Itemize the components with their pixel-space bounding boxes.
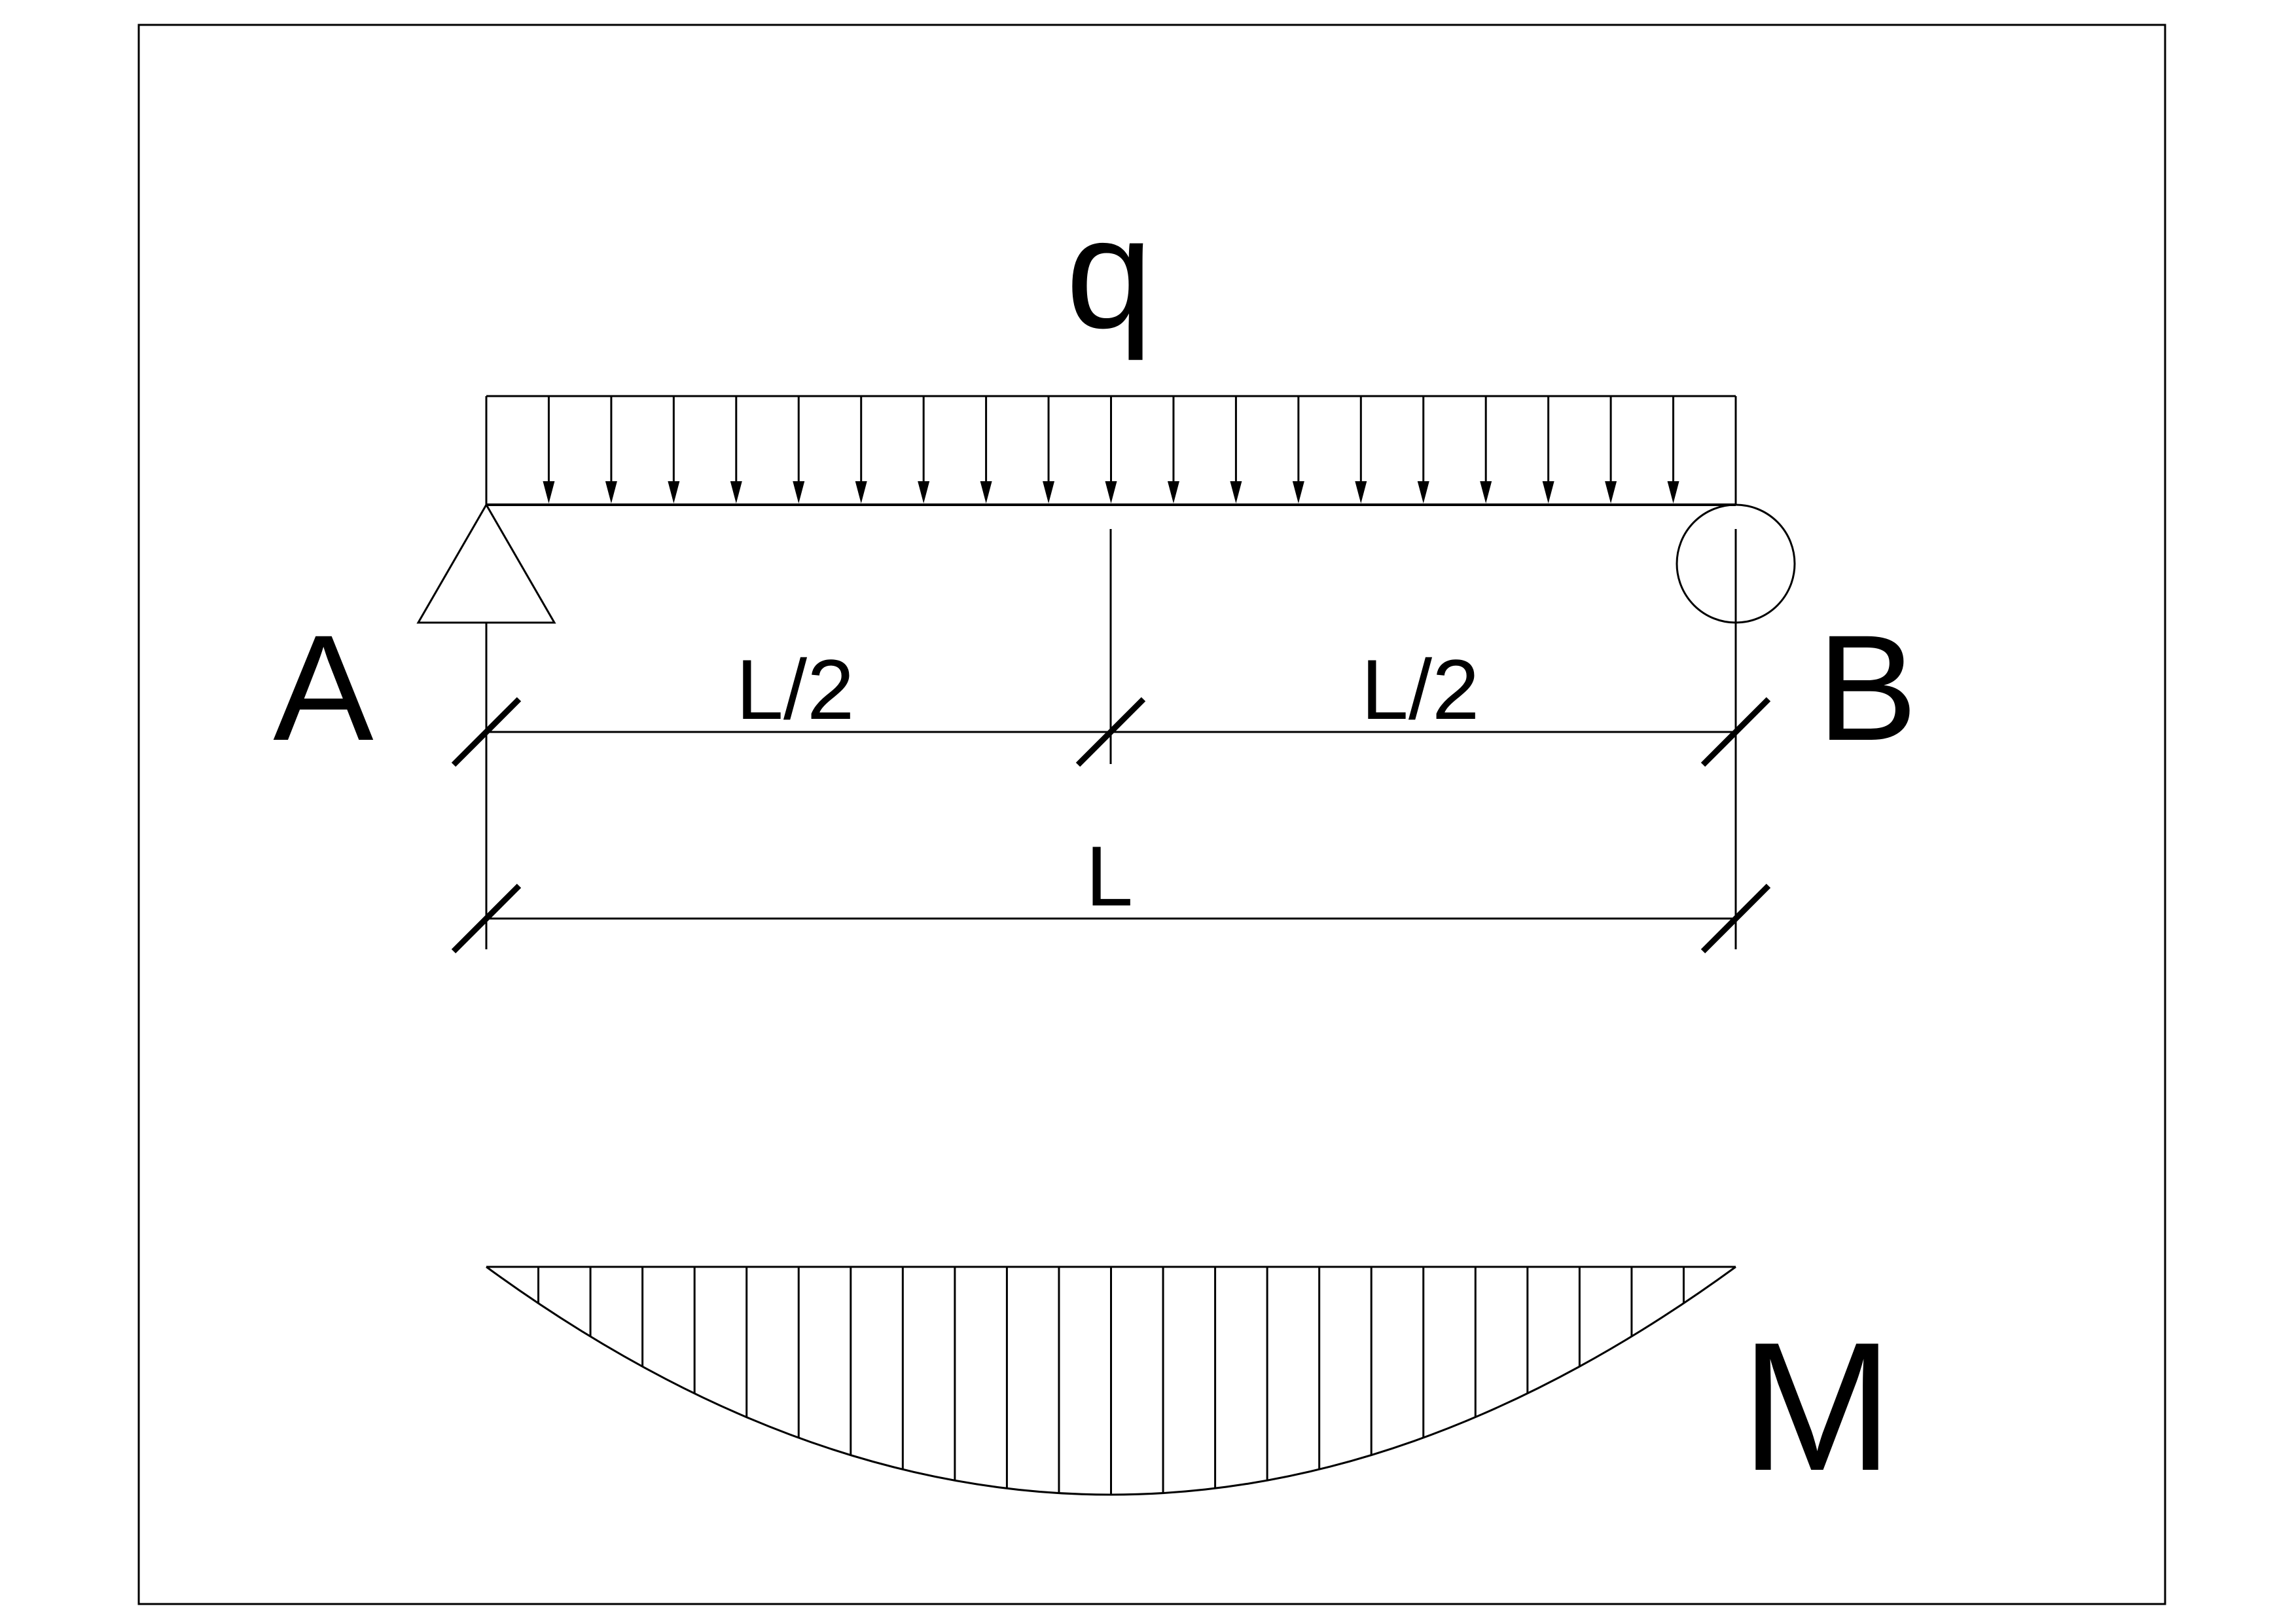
load-arrow-head [1292,481,1304,503]
dimension-label-half-right: L/2 [1361,642,1480,737]
dimension-label-half-left: L/2 [736,642,855,737]
drawing-frame [137,24,2166,1605]
load-arrow-head [1667,481,1679,503]
dimension-tick-mid [1075,697,1146,767]
load-arrow-head [1230,481,1242,503]
dimension-tick-right-1 [1700,697,1771,767]
load-arrow-head [1480,481,1492,503]
dimension-tick-right-2 [1700,883,1771,954]
load-arrow-head [1167,481,1179,503]
load-arrow-head [1542,481,1554,503]
load-label-q: q [1066,185,1153,361]
dimension-tick-left-1 [451,697,522,767]
load-arrow-head [980,481,992,503]
dimension-label-span: L [1086,828,1133,924]
load-arrow-head [1043,481,1055,503]
dimension-tick-left-2 [451,883,522,954]
load-arrow-head [1355,481,1367,503]
load-arrow-head [1105,481,1117,503]
load-arrows [543,396,1679,503]
distributed-load [485,395,1737,505]
moment-diagram [486,1266,1736,1496]
load-arrow-head [1417,481,1429,503]
load-arrow-head [793,481,805,503]
load-arrow-head [1605,481,1617,503]
load-arrow-head [605,481,617,503]
support-label-a: A [273,604,373,772]
load-arrow-head [730,481,742,503]
load-arrow-head [918,481,930,503]
pin-support-a [416,503,556,624]
moment-label-m: M [1740,1305,1893,1509]
moment-hatching [537,1267,1685,1495]
load-arrow-head [543,481,555,503]
load-arrow-head [668,481,680,503]
support-label-b: B [1817,604,1917,772]
load-arrow-head [855,481,867,503]
